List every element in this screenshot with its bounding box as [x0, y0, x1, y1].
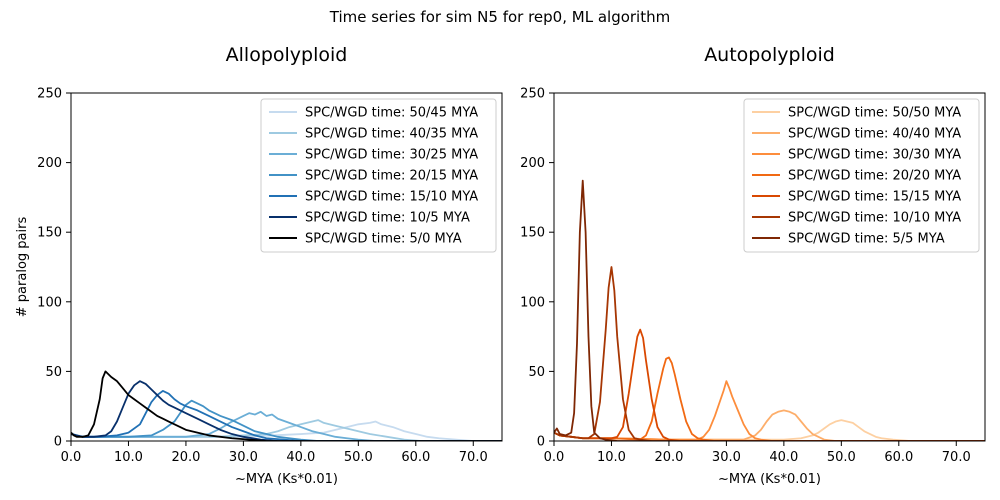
legend: SPC/WGD time: 50/50 MYA SPC/WGD time: 40/…	[743, 98, 980, 253]
chart-title: Allopolyploid	[226, 44, 348, 66]
x-tick-label: 50.0	[344, 450, 373, 465]
x-tick-label: 60.0	[401, 450, 430, 465]
series-line-spc-wgd-time-20-20-mya	[554, 356, 985, 441]
x-axis-label: ~MYA (Ks*0.01)	[235, 472, 338, 487]
x-tick-label: 40.0	[286, 450, 315, 465]
x-tick-label: 40.0	[769, 450, 798, 465]
y-tick-label: 0	[54, 435, 62, 450]
series-line-spc-wgd-time-5-5-mya	[554, 179, 985, 441]
legend-entry-spc-wgd-time-5-0-mya: SPC/WGD time: 5/0 MYA	[305, 232, 462, 247]
y-tick-label: 50	[528, 365, 545, 380]
x-tick-label: 0.0	[544, 450, 565, 465]
series-line-spc-wgd-time-10-5-mya	[71, 380, 502, 441]
series-line-spc-wgd-time-30-25-mya	[71, 410, 502, 441]
legend-entry-spc-wgd-time-30-30-mya: SPC/WGD time: 30/30 MYA	[788, 148, 961, 163]
y-tick-label: 0	[537, 435, 545, 450]
legend-entry-spc-wgd-time-5-5-mya: SPC/WGD time: 5/5 MYA	[788, 232, 945, 247]
legend-entry-spc-wgd-time-30-25-mya: SPC/WGD time: 30/25 MYA	[305, 148, 478, 163]
series-lines	[71, 370, 502, 441]
legend-entry-spc-wgd-time-10-10-mya: SPC/WGD time: 10/10 MYA	[788, 211, 961, 226]
y-tick-label: 200	[37, 156, 62, 171]
x-tick-label: 70.0	[459, 450, 488, 465]
series-lines	[554, 179, 985, 441]
x-axis-label: ~MYA (Ks*0.01)	[718, 472, 821, 487]
x-tick-label: 10.0	[597, 450, 626, 465]
legend-entry-spc-wgd-time-40-40-mya: SPC/WGD time: 40/40 MYA	[788, 127, 961, 142]
x-tick-label: 60.0	[884, 450, 913, 465]
x-tick-label: 50.0	[827, 450, 856, 465]
y-axis-label: # paralog pairs	[15, 217, 30, 318]
series-line-spc-wgd-time-10-10-mya	[554, 266, 985, 441]
y-tick-label: 250	[37, 87, 62, 102]
legend-entry-spc-wgd-time-40-35-mya: SPC/WGD time: 40/35 MYA	[305, 127, 478, 142]
legend-entry-spc-wgd-time-20-15-mya: SPC/WGD time: 20/15 MYA	[305, 169, 478, 184]
y-tick-label: 200	[520, 156, 545, 171]
series-line-spc-wgd-time-5-0-mya	[71, 370, 502, 441]
x-tick-label: 70.0	[942, 450, 971, 465]
series-line-spc-wgd-time-40-40-mya	[554, 409, 985, 441]
x-tick-label: 30.0	[229, 450, 258, 465]
y-tick-label: 100	[520, 295, 545, 310]
series-line-spc-wgd-time-30-30-mya	[554, 380, 985, 441]
x-tick-label: 0.0	[61, 450, 82, 465]
legend-entry-spc-wgd-time-15-15-mya: SPC/WGD time: 15/15 MYA	[788, 190, 961, 205]
series-line-spc-wgd-time-20-15-mya	[71, 399, 502, 441]
figure-suptitle: Time series for sim N5 for rep0, ML algo…	[329, 8, 670, 26]
chart-title: Autopolyploid	[704, 44, 835, 66]
x-tick-label: 30.0	[712, 450, 741, 465]
y-tick-label: 250	[520, 87, 545, 102]
series-line-spc-wgd-time-15-10-mya	[71, 389, 502, 441]
axes-frame	[553, 92, 986, 442]
y-tick-label: 100	[37, 295, 62, 310]
legend: SPC/WGD time: 50/45 MYA SPC/WGD time: 40/…	[260, 98, 497, 253]
legend-entry-spc-wgd-time-50-45-mya: SPC/WGD time: 50/45 MYA	[305, 106, 478, 121]
legend-entry-spc-wgd-time-10-5-mya: SPC/WGD time: 10/5 MYA	[305, 211, 470, 226]
y-tick-label: 150	[37, 226, 62, 241]
y-tick-label: 50	[45, 365, 62, 380]
legend-entry-spc-wgd-time-15-10-mya: SPC/WGD time: 15/10 MYA	[305, 190, 478, 205]
autopolyploid-panel: Autopolyploid 0.0 10.0 20.0 30.0 40.0 50.0 60.0…	[520, 44, 986, 487]
y-tick-label: 150	[520, 226, 545, 241]
legend-entry-spc-wgd-time-50-50-mya: SPC/WGD time: 50/50 MYA	[788, 106, 961, 121]
x-tick-label: 10.0	[114, 450, 143, 465]
x-tick-label: 20.0	[171, 450, 200, 465]
legend-box	[260, 98, 497, 253]
x-tick-label: 20.0	[654, 450, 683, 465]
legend-box	[743, 98, 980, 253]
allopolyploid-panel: Allopolyploid 0.0 10.0 20.0 30.0 40.0 50.0 60.0…	[15, 44, 503, 487]
legend-entry-spc-wgd-time-20-20-mya: SPC/WGD time: 20/20 MYA	[788, 169, 961, 184]
axes-frame	[70, 92, 503, 442]
